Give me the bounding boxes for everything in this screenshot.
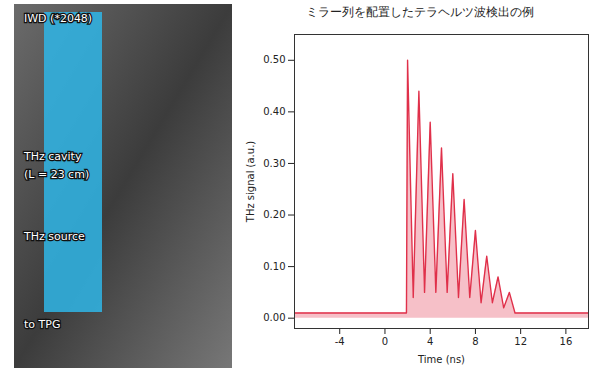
svg-text:THz cavity: THz cavity [23, 150, 82, 163]
svg-text:0.50: 0.50 [263, 54, 285, 65]
svg-text:4: 4 [427, 336, 433, 347]
svg-text:0.10: 0.10 [263, 261, 285, 272]
svg-text:to TPG: to TPG [24, 318, 60, 331]
svg-text:Time (ns): Time (ns) [417, 354, 465, 365]
svg-text:0.20: 0.20 [263, 209, 285, 220]
svg-text:12: 12 [514, 336, 527, 347]
svg-text:-4: -4 [335, 336, 345, 347]
html-text:ミラー列を配置したテラヘルツ波検出の例: ミラー列を配置したテラヘルツ波検出の例 [306, 5, 534, 19]
svg-text:0.00: 0.00 [263, 312, 285, 323]
svg-text:THz signal (a.u.): THz signal (a.u.) [245, 141, 256, 224]
svg-text:0.30: 0.30 [263, 158, 285, 169]
svg-text:IWD (*2048): IWD (*2048) [24, 12, 92, 25]
svg-text:0: 0 [382, 336, 388, 347]
svg-text:0.40: 0.40 [263, 106, 285, 117]
svg-text:8: 8 [472, 336, 478, 347]
svg-text:(L = 23 cm): (L = 23 cm) [24, 168, 89, 181]
svg-text:16: 16 [560, 336, 573, 347]
svg-text:THz source: THz source [23, 230, 85, 243]
